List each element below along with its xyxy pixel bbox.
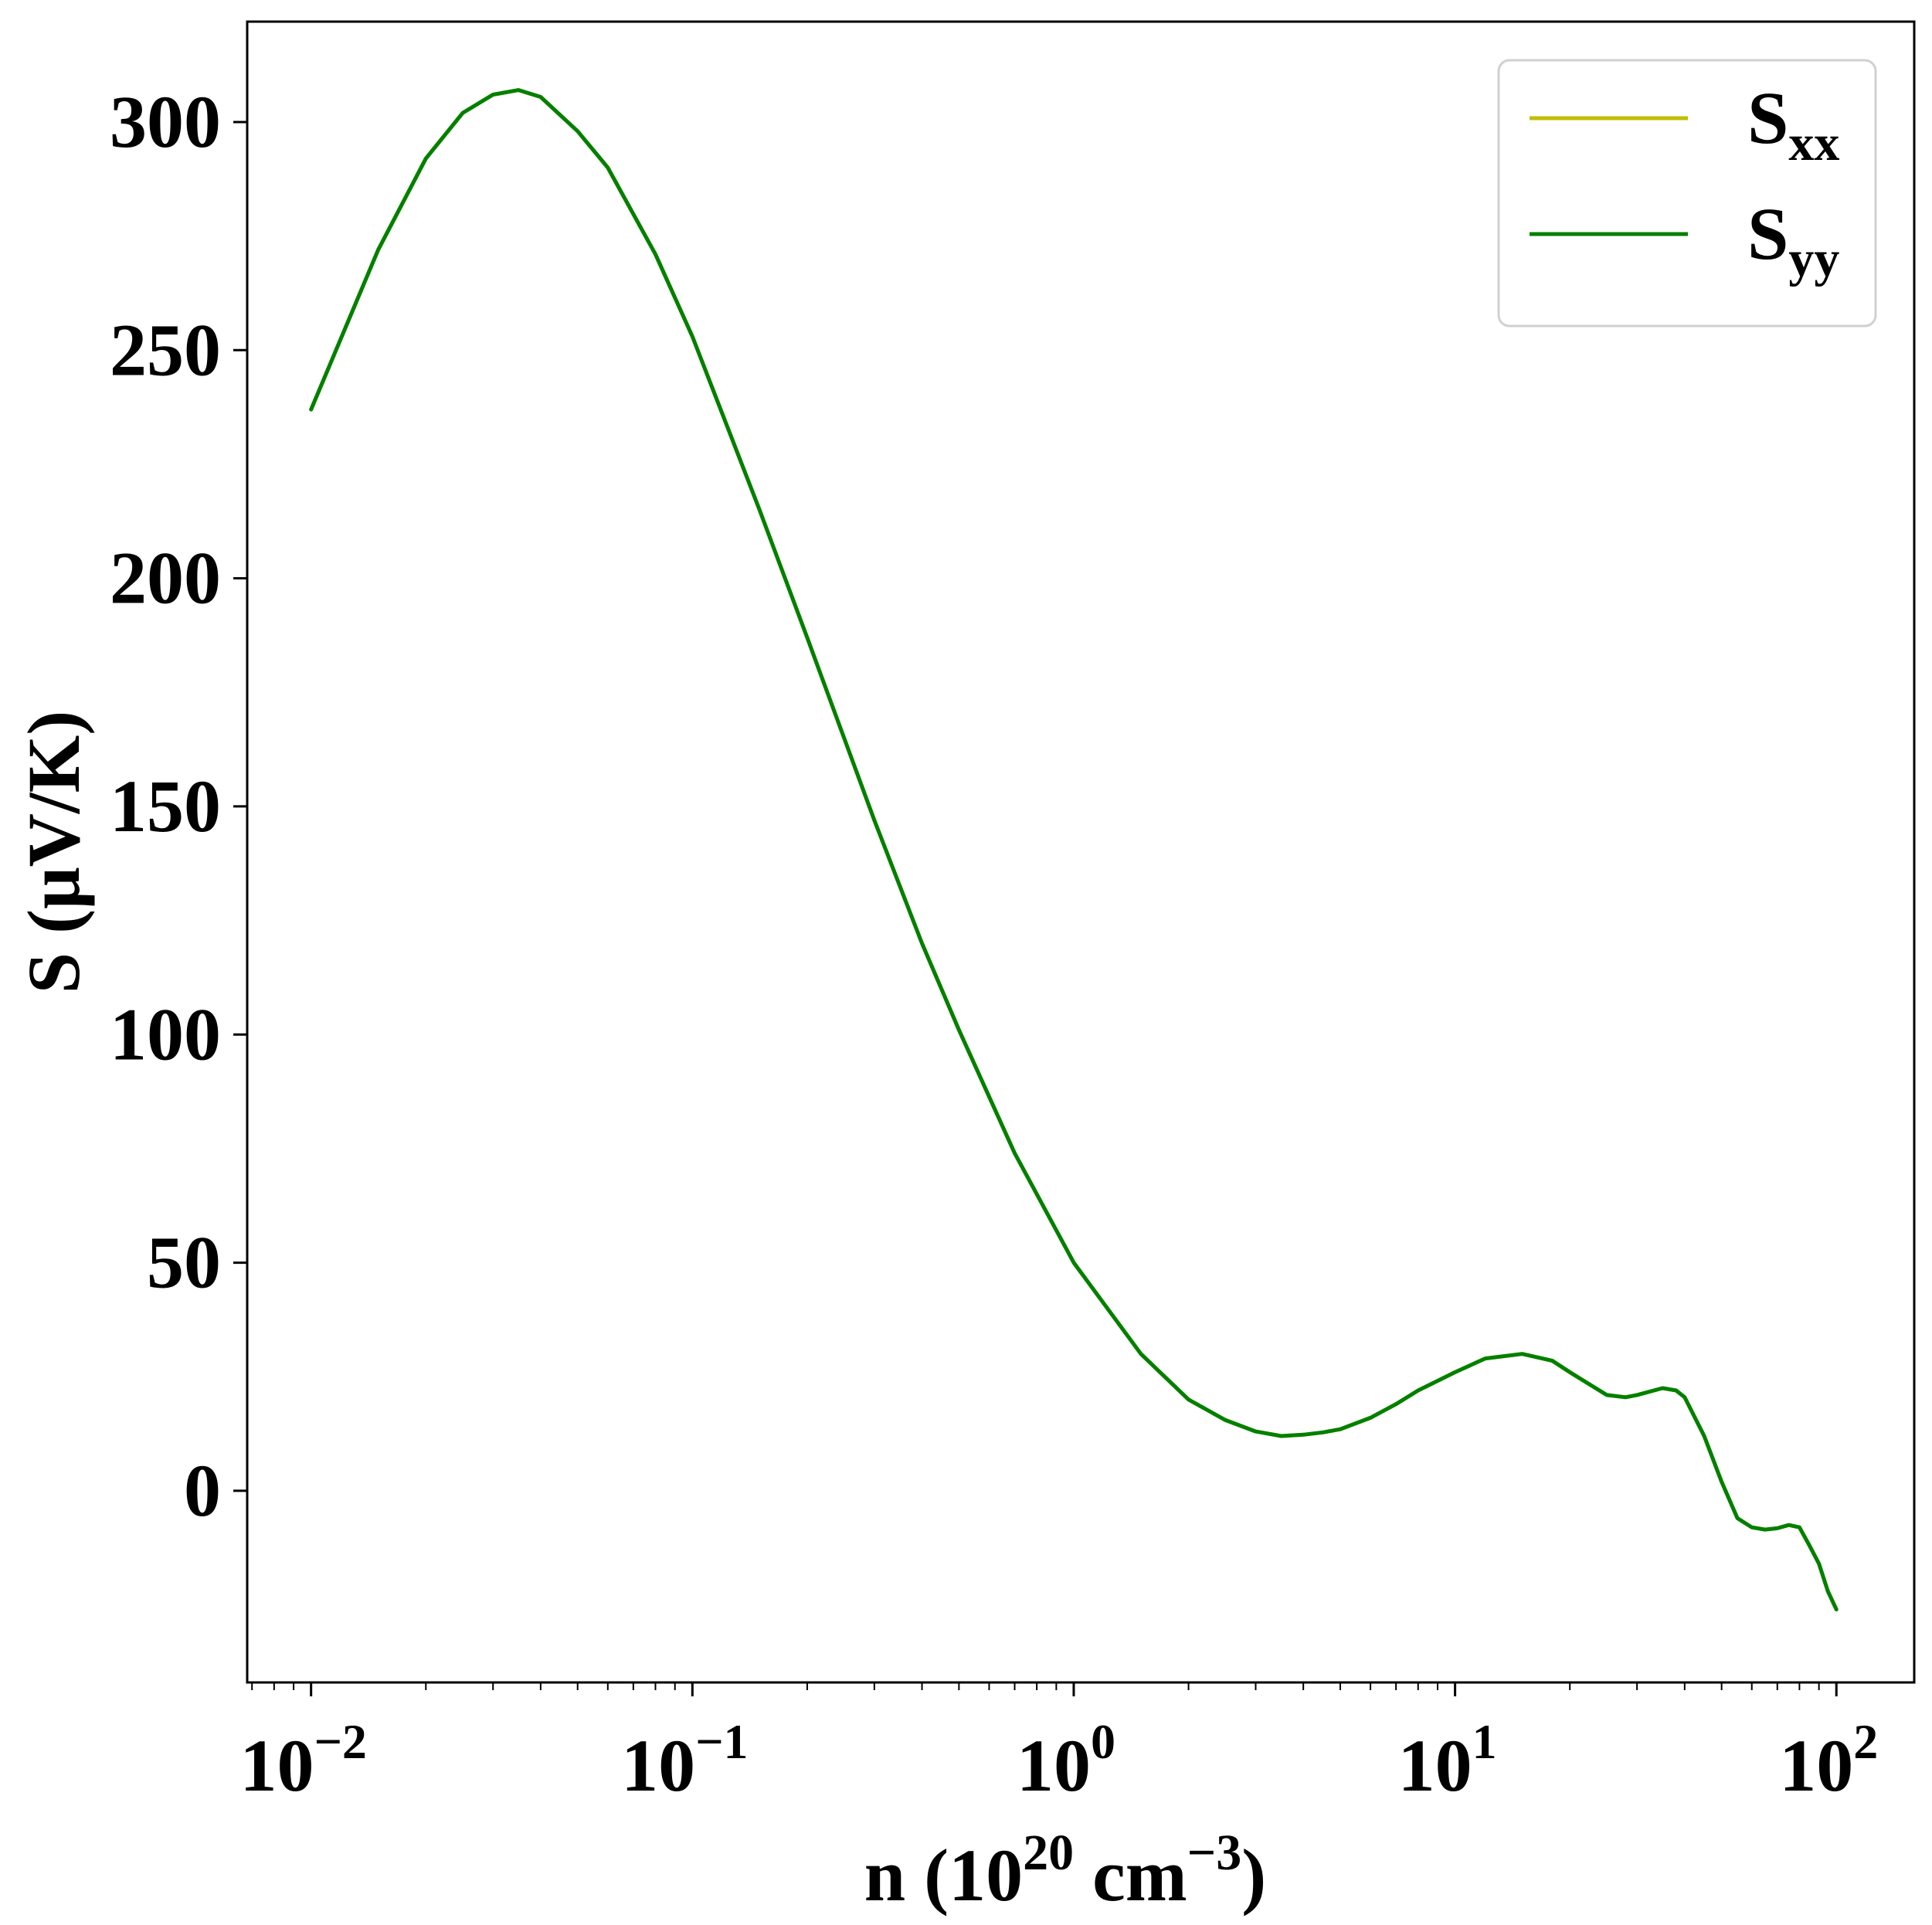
legend-label-sub: yy (1788, 231, 1839, 287)
x-axis-ticks: 10−2 10−1 100 101 102 (239, 1682, 1878, 1807)
x-tick-label-exp: −1 (695, 1714, 748, 1769)
legend-label-xx: Sxx (1747, 76, 1839, 171)
x-tick-label-exp: −2 (314, 1714, 366, 1769)
series-lines (309, 88, 1839, 1611)
y-tick-label: 50 (147, 1221, 221, 1304)
x-tick-label-base: 10 (1017, 1724, 1091, 1807)
series-line-yy (309, 88, 1839, 1611)
y-tick-label: 0 (184, 1449, 221, 1532)
x-axis-label-sup1: 20 (1023, 1825, 1074, 1881)
y-axis-label: S (μV/K) (12, 711, 95, 993)
x-tick-label: 102 (1779, 1714, 1878, 1807)
legend-label-sub: xx (1788, 115, 1839, 171)
x-tick-label-exp: 2 (1853, 1714, 1878, 1769)
x-axis-label-mid: cm (1074, 1834, 1187, 1917)
x-tick-label: 101 (1398, 1714, 1497, 1807)
x-tick-label-base: 10 (1398, 1724, 1472, 1807)
x-tick-label: 10−1 (621, 1714, 748, 1807)
x-tick-label-exp: 0 (1091, 1714, 1115, 1769)
x-tick-label: 10−2 (239, 1714, 366, 1807)
y-tick-label: 250 (110, 308, 221, 391)
x-tick-label-base: 10 (239, 1724, 314, 1807)
x-axis-label: n (1020 cm−3) (864, 1825, 1267, 1917)
x-tick-label-base: 10 (1779, 1724, 1853, 1807)
legend-label-yy: Syy (1747, 192, 1839, 287)
x-axis-label-base: n (10 (864, 1834, 1023, 1917)
x-tick-label-exp: 1 (1472, 1714, 1497, 1769)
x-axis-label-sup2: −3 (1187, 1825, 1242, 1881)
x-axis-label-end: ) (1241, 1834, 1266, 1917)
legend-label-name: S (1747, 76, 1788, 159)
y-axis-ticks: 0 50 100 150 200 250 300 (110, 80, 247, 1532)
y-tick-label: 100 (110, 993, 221, 1075)
x-tick-label-base: 10 (621, 1724, 695, 1807)
legend-label-name: S (1747, 192, 1788, 275)
y-tick-label: 150 (110, 765, 221, 847)
y-tick-label: 300 (110, 80, 221, 163)
legend-box (1497, 59, 1877, 328)
y-tick-label: 200 (110, 537, 221, 620)
x-tick-label: 100 (1017, 1714, 1115, 1807)
